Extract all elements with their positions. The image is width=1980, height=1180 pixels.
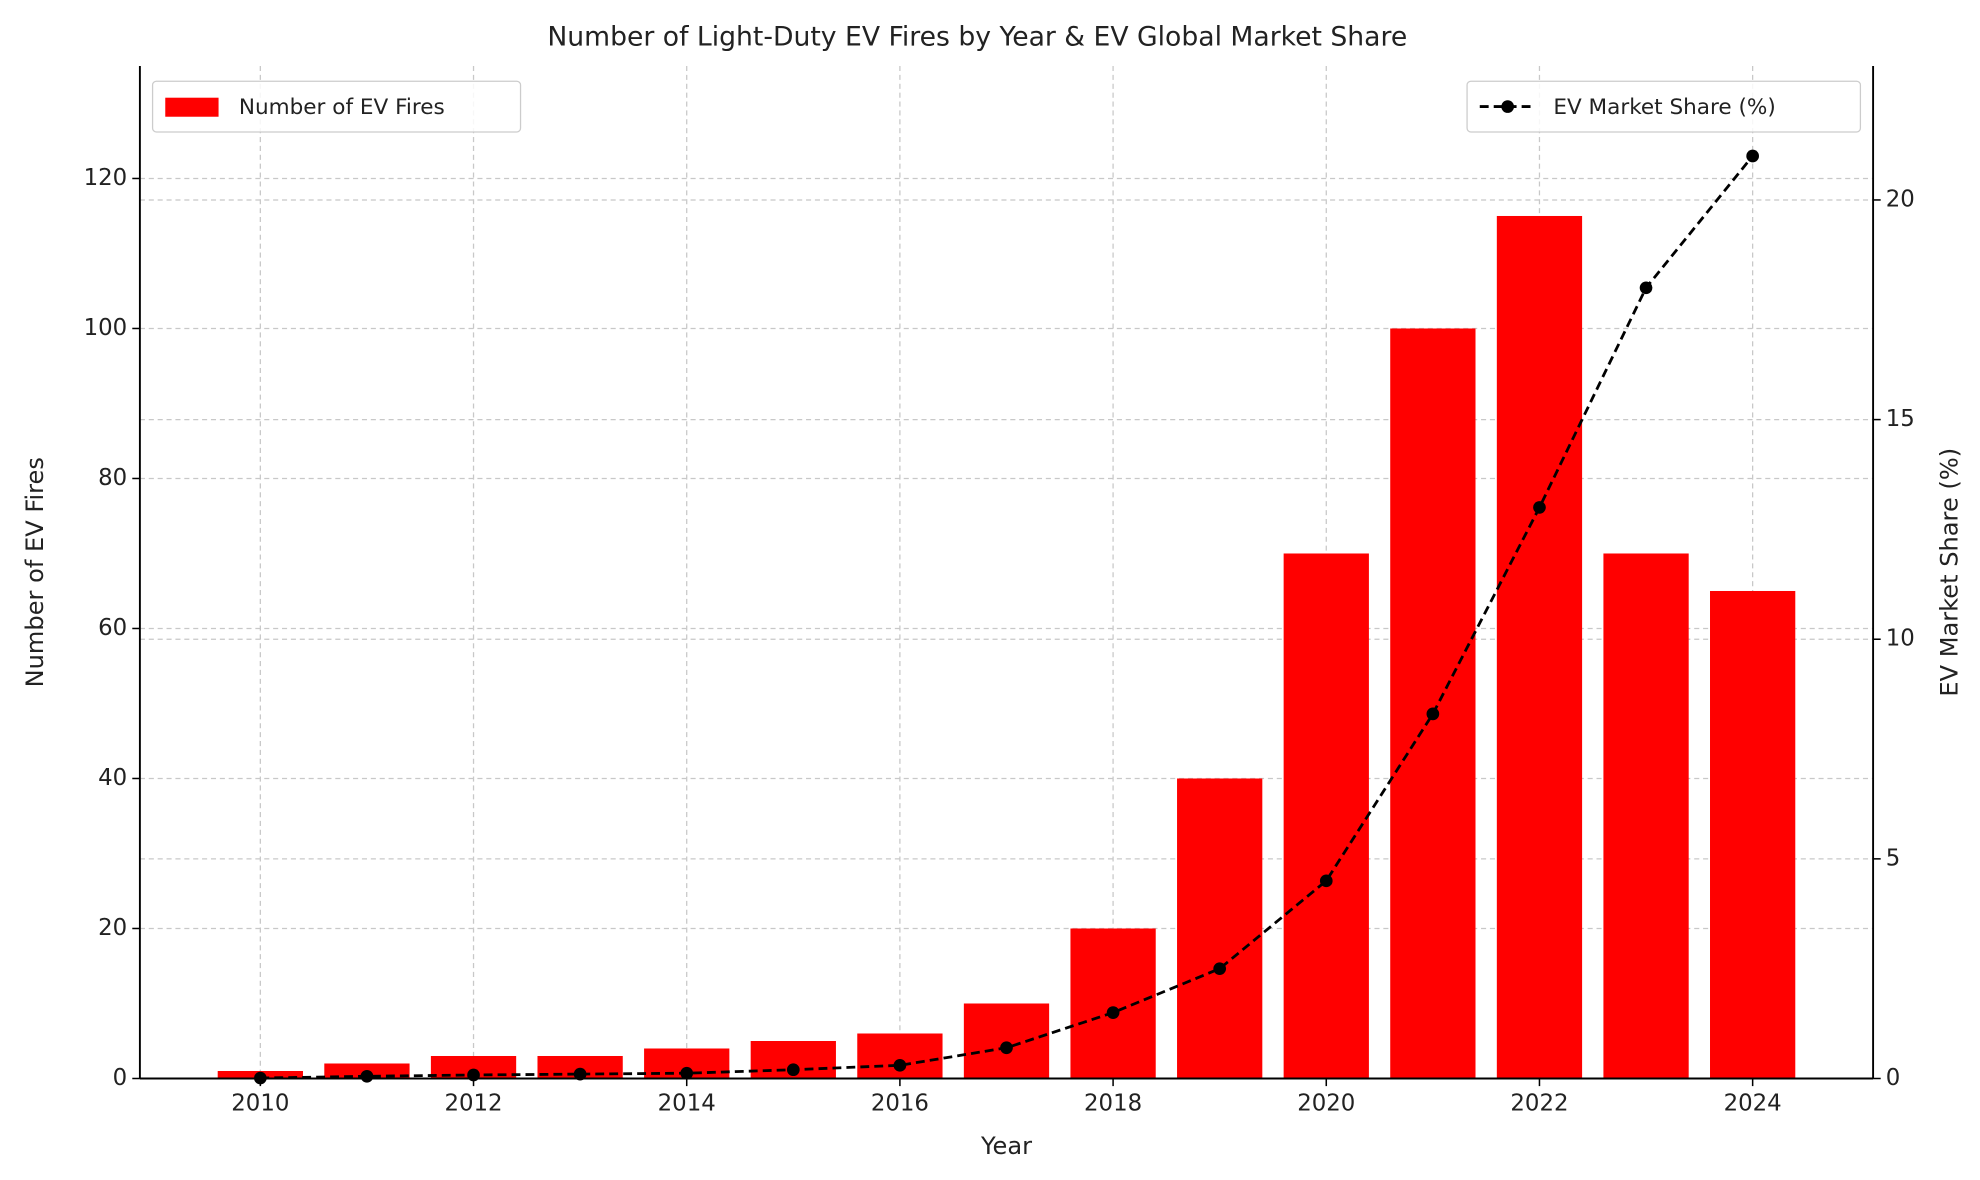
marker: [680, 1066, 694, 1080]
legend-marker: [1501, 100, 1515, 113]
bar: [1496, 215, 1583, 1079]
legend-label: Number of EV Fires: [239, 95, 445, 120]
y-tick-label: 60: [98, 615, 127, 641]
marker: [1746, 149, 1759, 163]
bar: [1283, 553, 1369, 1079]
bar: [1390, 328, 1476, 1079]
legend-box: [1466, 80, 1862, 133]
x-tick-label: 2016: [871, 1090, 929, 1116]
marker: [1319, 874, 1333, 888]
x-tick-label: 2022: [1510, 1090, 1568, 1116]
marker: [1426, 707, 1440, 721]
y2-tick-label: 0: [1886, 1065, 1901, 1091]
marker: [573, 1067, 587, 1081]
x-tick-label: 2010: [231, 1090, 289, 1116]
legend: EV Market Share (%): [1466, 80, 1862, 133]
chart-title: Number of Light-Duty EV Fires by Year & …: [547, 22, 1407, 53]
y-tick-label: 120: [84, 165, 128, 191]
marker: [1639, 281, 1653, 295]
y-tick-label: 100: [84, 315, 128, 341]
x-tick-label: 2024: [1724, 1090, 1782, 1116]
y-tick-label: 80: [98, 465, 127, 491]
y-tick-label: 0: [113, 1065, 128, 1091]
bar: [430, 1055, 517, 1079]
bar: [1177, 778, 1263, 1079]
x-axis-label: Year: [980, 1132, 1032, 1160]
marker: [1213, 962, 1227, 976]
marker: [893, 1058, 907, 1072]
y2-tick-label: 20: [1886, 186, 1915, 212]
x-tick-label: 2020: [1297, 1090, 1355, 1116]
legend-swatch: [165, 97, 219, 117]
y-axis-label: Number of EV Fires: [21, 457, 49, 687]
bar: [1070, 928, 1156, 1079]
x-tick-label: 2018: [1084, 1090, 1142, 1116]
y2-tick-label: 15: [1886, 406, 1915, 432]
bar: [963, 1003, 1050, 1079]
marker: [1533, 501, 1546, 514]
y-tick-label: 20: [98, 915, 127, 941]
legend-box: [151, 80, 522, 133]
x-tick-label: 2012: [444, 1090, 502, 1116]
marker: [360, 1069, 374, 1083]
marker: [1000, 1041, 1013, 1055]
marker: [1106, 1006, 1120, 1019]
y-tick-label: 40: [98, 765, 127, 791]
y2-tick-label: 10: [1886, 626, 1915, 652]
bar: [1710, 590, 1796, 1079]
x-tick-label: 2014: [658, 1090, 716, 1116]
y2-axis-label: EV Market Share (%): [1935, 448, 1963, 697]
legend: Number of EV Fires: [151, 80, 522, 133]
bar: [857, 1033, 943, 1079]
legend-label: EV Market Share (%): [1553, 95, 1775, 120]
marker: [786, 1063, 800, 1077]
bar: [1603, 553, 1689, 1079]
y2-tick-label: 5: [1886, 845, 1901, 871]
